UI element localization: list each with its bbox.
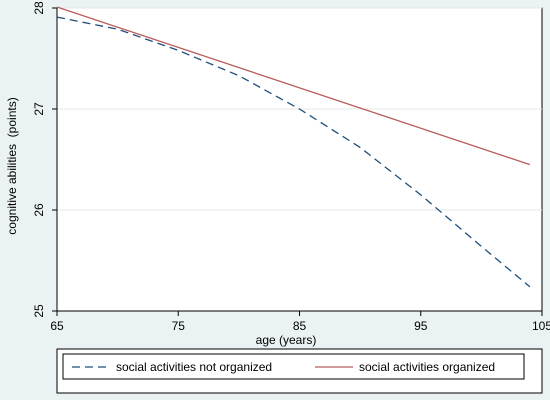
legend: social activities not organized social ac…: [56, 348, 543, 394]
x-tick-labels: 65 75 85 95 105: [50, 319, 550, 333]
x-tick-label: 105: [532, 319, 550, 333]
y-axis-title: cognitive abilities (points): [5, 97, 19, 234]
x-tick-label: 65: [50, 319, 64, 333]
plot-background: [56, 7, 543, 312]
y-tick-labels: 25 26 27 28: [32, 1, 46, 318]
x-tick-label: 75: [172, 319, 186, 333]
x-axis-title: age (years): [256, 333, 317, 347]
series-lines: [56, 6, 531, 288]
x-tick-label: 85: [293, 319, 307, 333]
x-tick-label: 95: [414, 319, 428, 333]
y-tick-label: 25: [32, 304, 46, 318]
y-tick-label: 27: [32, 102, 46, 116]
axes: [52, 7, 543, 316]
legend-label-2: social activities organized: [359, 360, 495, 374]
y-tick-label: 28: [32, 1, 46, 15]
series-line-1: [56, 16, 531, 288]
legend-items: social activities not organized social ac…: [72, 360, 495, 374]
y-tick-label: 26: [32, 203, 46, 217]
legend-label-1: social activities not organized: [116, 360, 272, 374]
legend-inner-box: [62, 353, 525, 380]
series-line-2: [56, 6, 531, 166]
